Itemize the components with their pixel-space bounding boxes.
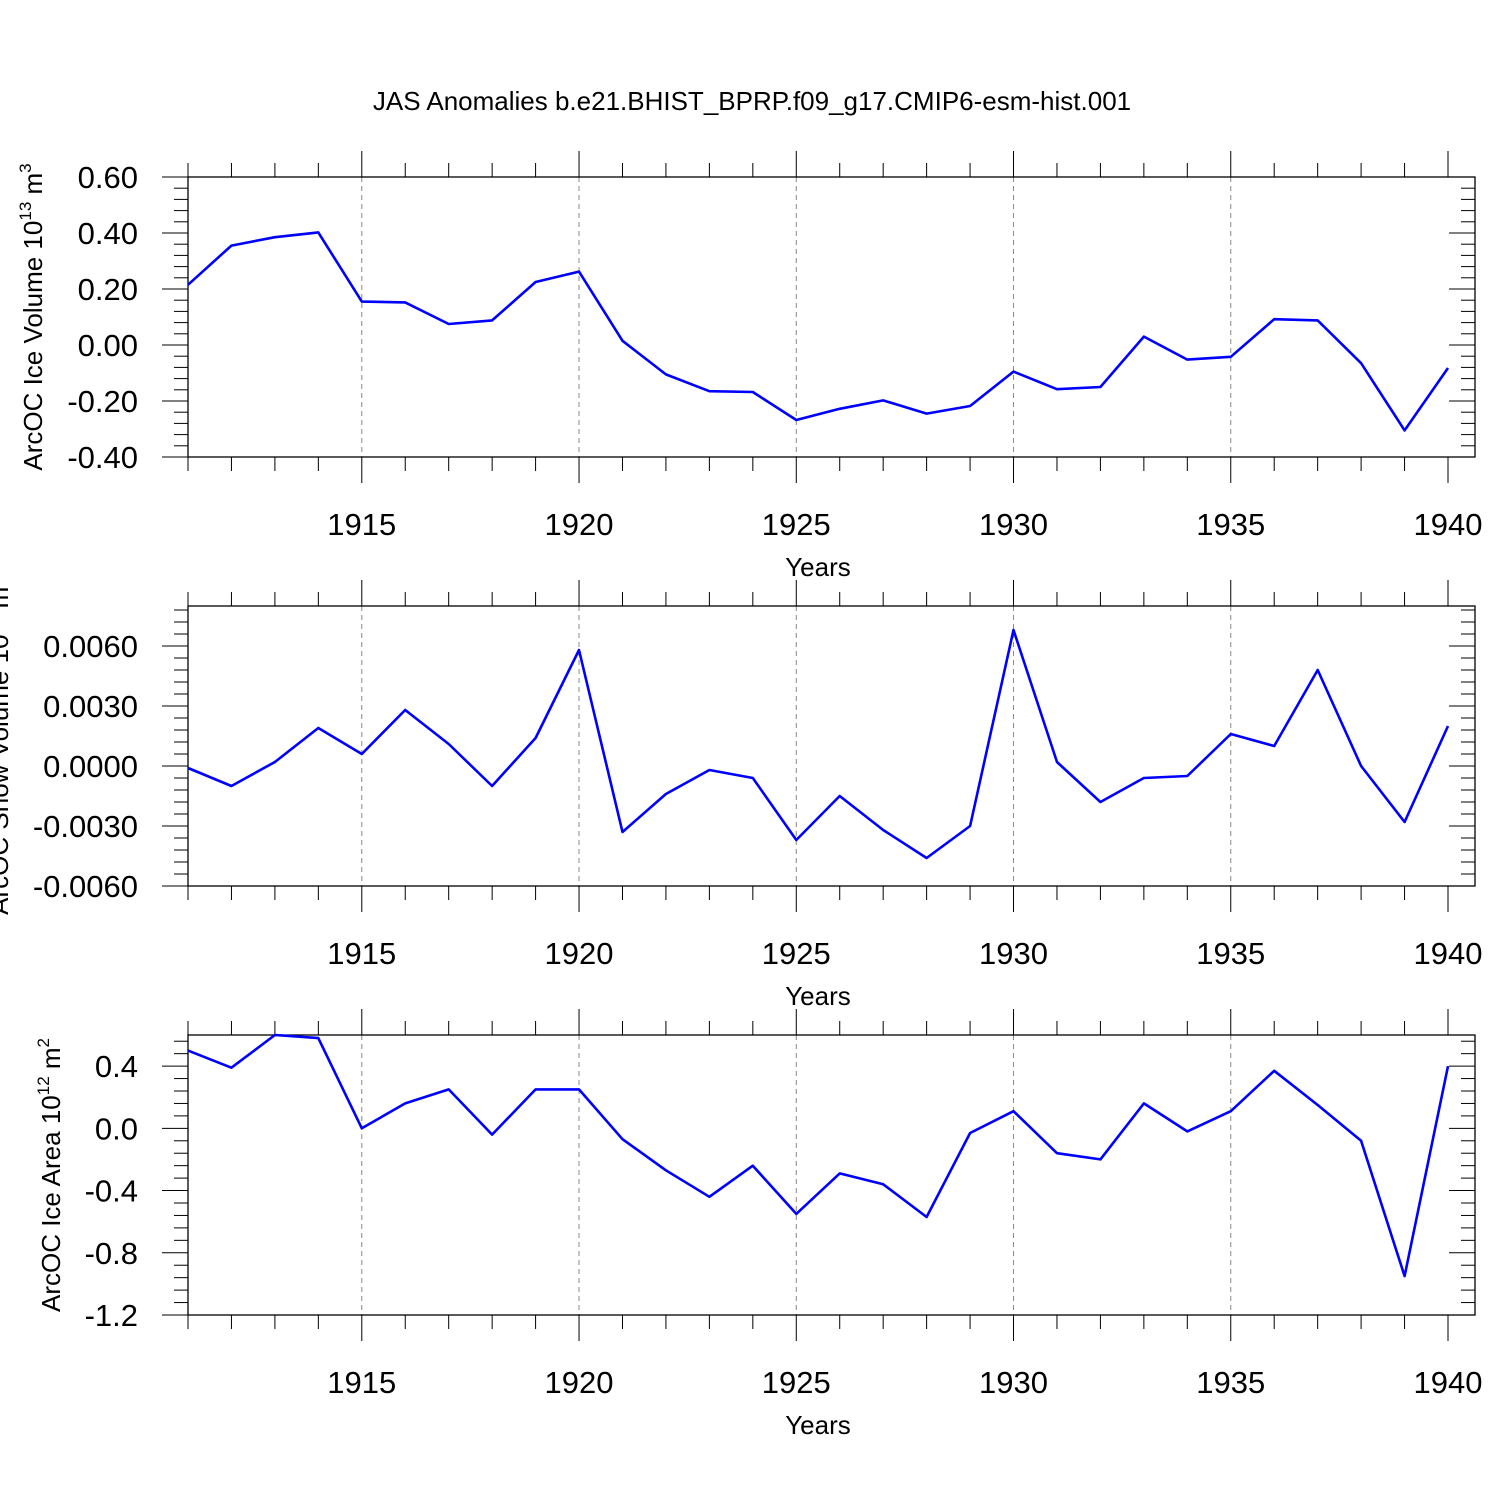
y-tick-label: -0.4 [85,1174,138,1209]
y-tick-label: 0.60 [78,160,138,195]
series-line [187,1033,1450,1278]
y-axis-label: ArcOC Ice Volume 1013 m3 [16,163,48,470]
y-tick-label: 0.0 [95,1111,138,1146]
x-tick-label: 1920 [545,507,614,542]
x-tick-label: 1940 [1414,936,1483,971]
y-tick-label: -1.2 [85,1298,138,1333]
chart-title: JAS Anomalies b.e21.BHIST_BPRP.f09_g17.C… [373,86,1131,116]
y-tick-label: 0.0030 [43,689,138,724]
plot-frame [187,605,1476,887]
x-tick-label: 1915 [327,936,396,971]
x-tick-label: 1930 [979,1365,1048,1400]
y-tick-label: -0.0030 [33,809,138,844]
y-tick-label: 0.20 [78,272,138,307]
y-tick-label: 0.0060 [43,629,138,664]
x-tick-label: 1925 [762,507,831,542]
y-tick-label: -0.20 [67,384,138,419]
x-axis-label: Years [785,552,851,582]
x-tick-label: 1935 [1196,507,1265,542]
y-tick-label: 0.00 [78,328,138,363]
x-tick-label: 1930 [979,507,1048,542]
x-tick-label: 1925 [762,936,831,971]
x-tick-label: 1940 [1414,1365,1483,1400]
y-axis-label: ArcOC Ice Area 1012 m2 [34,1038,66,1312]
y-axis-label: ArcOC Snow Volume 1013 m3 [0,577,14,915]
x-axis-label: Years [785,981,851,1011]
y-tick-label: 0.40 [78,216,138,251]
plot-frame [187,1034,1476,1316]
x-tick-label: 1920 [545,936,614,971]
plot-frame [187,176,1476,458]
x-tick-label: 1940 [1414,507,1483,542]
y-tick-label: -0.8 [85,1236,138,1271]
x-tick-label: 1915 [327,507,396,542]
x-tick-label: 1935 [1196,936,1265,971]
x-axis-label: Years [785,1410,851,1440]
x-tick-label: 1920 [545,1365,614,1400]
x-tick-label: 1915 [327,1365,396,1400]
y-tick-label: -0.40 [67,440,138,475]
y-tick-label: 0.4 [95,1049,138,1084]
x-tick-label: 1925 [762,1365,831,1400]
panel-3: 0.4 0.0 -0.4 -0.8 -1.2 1915 1920 1925 1930 1935 19… [34,1009,1482,1440]
y-tick-label: -0.0060 [33,869,138,904]
panel-1: 0.60 0.40 0.20 0.00 -0.20 -0.40 1915 1920 1925 19… [16,151,1482,582]
y-tick-label: 0.0000 [43,749,138,784]
panel-2: 0.0060 0.0030 0.0000 -0.0030 -0.0060 1915 1920… [0,577,1482,1011]
series-line [187,628,1450,860]
series-line [187,231,1450,432]
x-tick-label: 1935 [1196,1365,1265,1400]
x-tick-label: 1930 [979,936,1048,971]
